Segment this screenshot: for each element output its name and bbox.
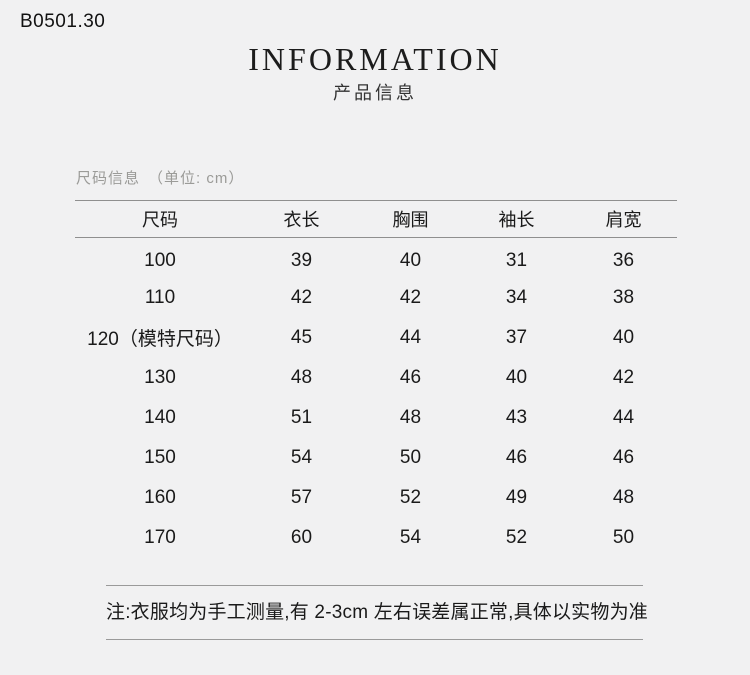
table-cell: 50 xyxy=(399,446,422,468)
size-chart-table: 尺码 衣长 胸围 袖长 肩宽 100 39 40 31 36 110 42 42… xyxy=(75,200,677,558)
product-code: B0501.30 xyxy=(20,11,106,32)
page-subtitle: 产品信息 xyxy=(333,83,417,103)
page-title: INFORMATION xyxy=(248,41,502,77)
table-cell: 45 xyxy=(290,326,313,348)
measurement-note: 注:衣服均为手工测量,有 2-3cm 左右误差属正常,具体以实物为准 xyxy=(106,602,648,623)
size-info-label: 尺码信息 xyxy=(76,170,141,187)
table-cell: 43 xyxy=(505,406,528,428)
table-cell: 42 xyxy=(290,286,313,308)
table-cell: 38 xyxy=(612,286,635,308)
table-row: 110 42 42 34 38 xyxy=(75,278,677,318)
table-cell: 54 xyxy=(399,526,422,548)
table-row: 170 60 54 52 50 xyxy=(75,518,677,558)
table-cell: 49 xyxy=(505,486,528,508)
table-cell: 40 xyxy=(612,326,635,348)
table-cell: 44 xyxy=(399,326,422,348)
table-cell: 40 xyxy=(399,249,422,271)
table-cell: 160 xyxy=(144,486,176,508)
table-cell: 150 xyxy=(144,446,176,468)
table-cell: 46 xyxy=(399,366,422,388)
table-cell: 48 xyxy=(290,366,313,388)
table-cell: 120（模特尺码） xyxy=(87,329,233,350)
column-header-sleeve: 袖长 xyxy=(498,210,535,230)
table-cell: 110 xyxy=(144,286,176,308)
table-cell: 60 xyxy=(290,526,313,548)
table-cell: 140 xyxy=(144,406,176,428)
table-row: 100 39 40 31 36 xyxy=(75,238,677,278)
column-header-length: 衣长 xyxy=(283,210,320,230)
measurement-note-block: 注:衣服均为手工测量,有 2-3cm 左右误差属正常,具体以实物为准 xyxy=(106,585,648,640)
table-cell: 54 xyxy=(290,446,313,468)
table-cell: 42 xyxy=(399,286,422,308)
column-header-chest: 胸围 xyxy=(392,210,429,230)
table-cell: 50 xyxy=(612,526,635,548)
table-cell: 52 xyxy=(505,526,528,548)
table-header-row: 尺码 衣长 胸围 袖长 肩宽 xyxy=(75,201,677,238)
table-cell: 34 xyxy=(505,286,528,308)
column-header-shoulder: 肩宽 xyxy=(605,210,642,230)
table-cell: 44 xyxy=(612,406,635,428)
table-cell: 57 xyxy=(290,486,313,508)
table-row: 120（模特尺码） 45 44 37 40 xyxy=(75,318,677,358)
column-header-size: 尺码 xyxy=(142,210,178,230)
table-cell: 100 xyxy=(144,249,176,271)
table-row: 130 48 46 40 42 xyxy=(75,358,677,398)
table-cell: 52 xyxy=(399,486,422,508)
table-cell: 31 xyxy=(505,249,528,271)
table-row: 140 51 48 43 44 xyxy=(75,398,677,438)
table-cell: 40 xyxy=(505,366,528,388)
table-cell: 36 xyxy=(612,249,635,271)
table-cell: 46 xyxy=(505,446,528,468)
table-cell: 46 xyxy=(612,446,635,468)
table-cell: 48 xyxy=(612,486,635,508)
table-cell: 39 xyxy=(290,249,313,271)
table-cell: 48 xyxy=(399,406,422,428)
table-cell: 37 xyxy=(505,326,528,348)
table-row: 150 54 50 46 46 xyxy=(75,438,677,478)
table-cell: 130 xyxy=(144,366,176,388)
table-cell: 51 xyxy=(290,406,313,428)
unit-label: （单位: cm） xyxy=(148,170,245,187)
table-cell: 170 xyxy=(144,526,176,548)
table-cell: 42 xyxy=(612,366,635,388)
size-section-label: 尺码信息 （单位: cm） xyxy=(76,171,244,186)
table-row: 160 57 52 49 48 xyxy=(75,478,677,518)
